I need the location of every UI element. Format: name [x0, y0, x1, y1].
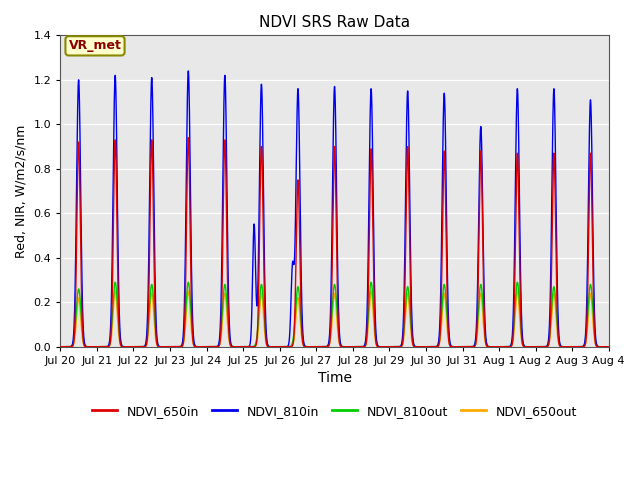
Legend: NDVI_650in, NDVI_810in, NDVI_810out, NDVI_650out: NDVI_650in, NDVI_810in, NDVI_810out, NDV… — [87, 400, 582, 423]
Title: NDVI SRS Raw Data: NDVI SRS Raw Data — [259, 15, 410, 30]
X-axis label: Time: Time — [317, 372, 351, 385]
Text: VR_met: VR_met — [68, 39, 122, 52]
Y-axis label: Red, NIR, W/m2/s/nm: Red, NIR, W/m2/s/nm — [15, 124, 28, 258]
